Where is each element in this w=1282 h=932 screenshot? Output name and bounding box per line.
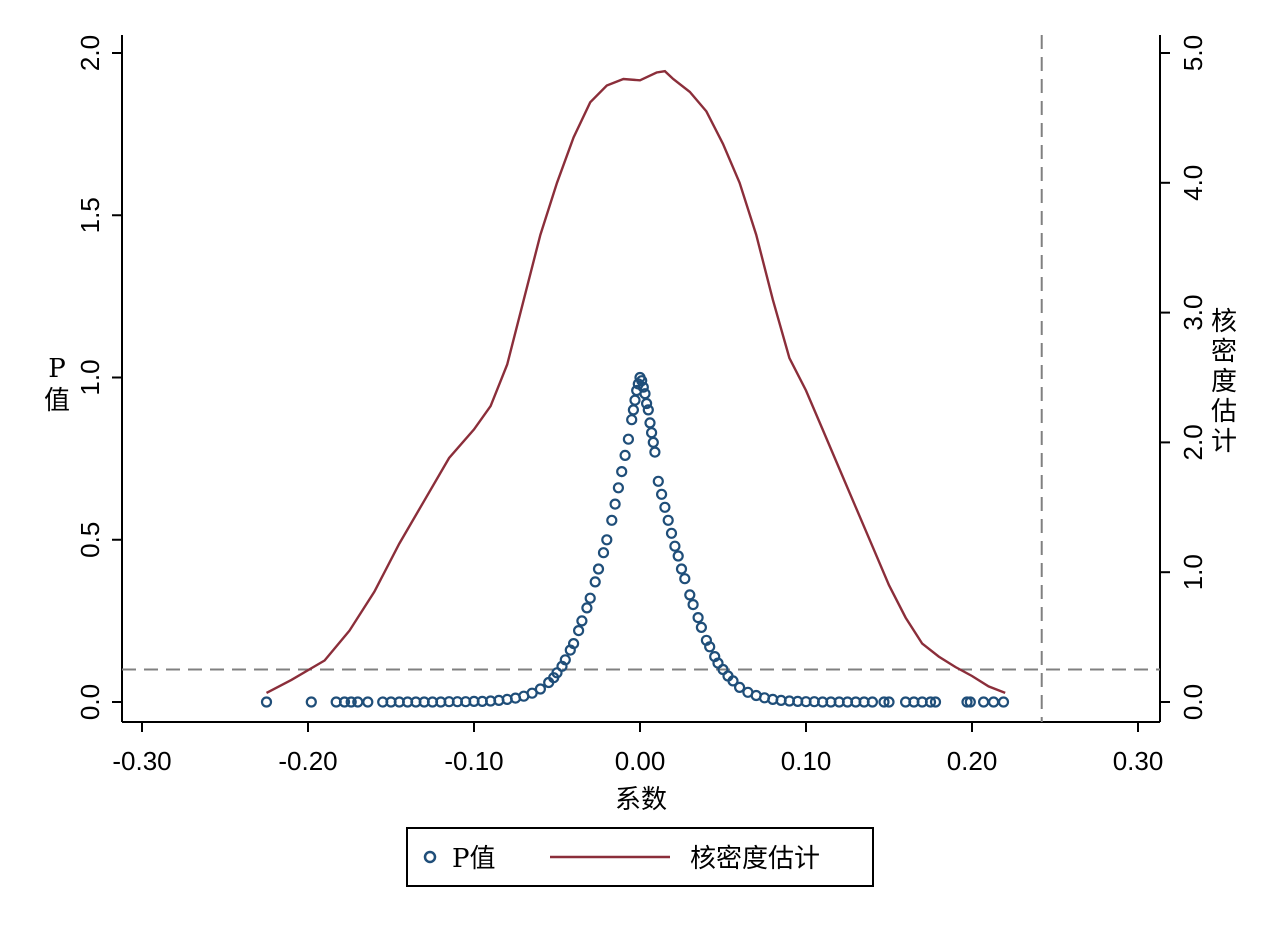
p-value-point	[645, 427, 658, 439]
p-value-point	[629, 394, 641, 406]
p-value-point	[987, 696, 1000, 708]
right-y-axis-title-char: 计	[1211, 427, 1237, 457]
p-value-point	[640, 397, 653, 410]
p-value-point	[704, 641, 716, 653]
right-y-axis-ticks: 0.0 1.0 2.0 3.0 4.0 5.0	[1160, 35, 1208, 720]
left-y-axis-title-line2: 值	[44, 386, 70, 416]
right-y-tick-label: 3.0	[1178, 295, 1208, 331]
p-value-point	[929, 696, 942, 708]
left-y-tick-label: 1.5	[75, 197, 105, 233]
x-tick-label: -0.10	[444, 746, 503, 776]
right-y-axis-title-char: 估	[1211, 397, 1237, 427]
p-value-point	[581, 602, 593, 614]
left-y-tick-label: 0.5	[75, 522, 105, 558]
p-value-point	[626, 414, 638, 426]
x-axis-title: 系数	[615, 785, 667, 815]
p-value-point	[619, 449, 631, 461]
p-value-point	[612, 482, 625, 494]
left-y-tick-label: 1.0	[75, 359, 105, 395]
p-value-point	[338, 696, 351, 708]
p-value-point	[601, 534, 613, 546]
right-y-axis-title-char: 密	[1211, 337, 1237, 367]
p-value-point	[662, 514, 674, 526]
x-tick-label: 0.20	[947, 746, 998, 776]
x-tick-label: 0.10	[781, 746, 832, 776]
legend: P值 核密度估计	[406, 827, 874, 887]
legend-p-value-marker	[423, 850, 437, 864]
p-value-point	[649, 446, 661, 458]
p-value-point	[260, 696, 273, 708]
p-value-point	[644, 417, 656, 429]
p-value-point	[305, 696, 317, 708]
p-value-point	[636, 375, 648, 387]
p-value-point	[695, 621, 708, 634]
p-value-point	[597, 547, 610, 559]
p-value-point	[866, 696, 879, 708]
p-value-scatter-series	[260, 371, 1010, 708]
right-y-tick-label: 0.0	[1178, 684, 1208, 720]
p-value-point	[627, 404, 640, 416]
p-value-point	[637, 381, 649, 393]
p-value-point	[572, 624, 585, 637]
p-value-point	[526, 687, 538, 699]
p-value-point	[665, 527, 678, 539]
p-value-point	[687, 598, 699, 611]
p-value-point	[647, 436, 659, 448]
x-tick-label: -0.20	[278, 746, 337, 776]
legend-kde-label: 核密度估计	[690, 844, 820, 874]
right-y-axis-title-char: 核	[1211, 307, 1237, 337]
x-tick-label: 0.00	[615, 746, 666, 776]
p-value-point	[684, 589, 696, 601]
p-value-point	[672, 550, 684, 562]
p-value-point	[733, 681, 746, 694]
p-value-point	[567, 637, 580, 650]
p-value-point	[584, 592, 596, 604]
p-value-point	[622, 433, 635, 445]
p-value-point	[655, 488, 668, 500]
p-value-point	[964, 696, 976, 708]
x-tick-label: -0.30	[112, 746, 171, 776]
p-value-point	[576, 615, 588, 627]
kde-series-line	[265, 69, 1006, 695]
left-y-axis-title-line1: P	[48, 354, 66, 384]
p-value-point	[878, 696, 890, 708]
p-value-point	[679, 573, 691, 585]
p-value-point	[642, 404, 654, 416]
p-value-point	[924, 696, 937, 708]
legend-p-value-label: P值	[452, 844, 496, 874]
right-y-tick-label: 5.0	[1178, 35, 1208, 71]
left-y-tick-label: 0.0	[75, 684, 105, 720]
p-value-point	[559, 654, 571, 666]
p-value-point	[977, 696, 990, 708]
p-value-point	[592, 563, 605, 575]
p-value-point	[616, 466, 628, 478]
p-value-point	[692, 611, 704, 624]
p-value-point	[345, 696, 357, 708]
p-value-point	[659, 501, 671, 513]
p-value-point	[997, 696, 1010, 708]
p-value-point	[883, 696, 895, 708]
p-value-point	[675, 563, 688, 575]
p-value-point	[606, 514, 618, 526]
right-y-tick-label: 2.0	[1178, 424, 1208, 460]
x-axis-ticks: -0.30 -0.20 -0.10 0.00 0.10 0.20 0.30	[112, 722, 1163, 776]
p-value-point	[669, 540, 681, 552]
left-y-axis-ticks: 0.0 0.5 1.0 1.5 2.0	[75, 35, 122, 720]
p-value-point	[652, 475, 664, 487]
right-y-tick-label: 1.0	[1178, 554, 1208, 590]
right-y-axis-title-char: 度	[1211, 367, 1237, 397]
p-value-point	[589, 576, 601, 588]
left-y-tick-label: 2.0	[75, 35, 105, 71]
right-y-tick-label: 4.0	[1178, 165, 1208, 201]
left-y-axis-title: P 值	[44, 354, 70, 416]
p-value-point	[362, 696, 374, 708]
right-y-axis-title: 核密度估计	[1211, 307, 1237, 457]
x-tick-label: 0.30	[1113, 746, 1164, 776]
p-value-point	[727, 675, 739, 687]
p-value-point	[609, 498, 621, 510]
p-value-point	[534, 683, 547, 695]
